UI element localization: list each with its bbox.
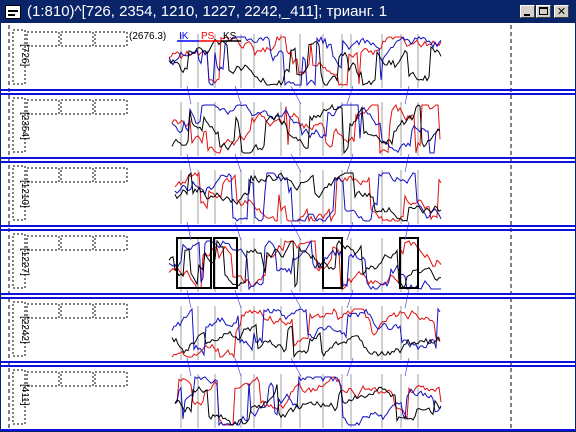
row-label: [2354]: [19, 112, 30, 140]
track-header-box: [94, 371, 128, 387]
row-label-box: [12, 29, 26, 85]
track-header-box: [60, 235, 94, 251]
minimize-button[interactable]: [520, 5, 535, 18]
track-header-box: [60, 371, 94, 387]
series-line: [171, 307, 441, 359]
highlight-box: [399, 237, 419, 289]
series-line: [168, 35, 442, 87]
highlight-box: [322, 237, 343, 289]
series-line: [174, 171, 442, 222]
series-line: [171, 104, 441, 155]
highlight-box: [213, 237, 238, 289]
series-line: [171, 307, 441, 357]
row-label-box: [12, 233, 26, 289]
log-correlation-plot[interactable]: (2676.3) IK PS KS [726] [2354] [1210] [1227…: [1, 23, 575, 431]
row-label: [726]: [19, 44, 30, 66]
title-bar[interactable]: (1:810)^[726, 2354, 1210, 1227, 2242,_41…: [1, 1, 575, 23]
window-title: (1:810)^[726, 2354, 1210, 1227, 2242,_41…: [27, 3, 388, 20]
row-label-box: [12, 301, 26, 357]
series-line: [174, 376, 442, 426]
track-header-box: [26, 31, 60, 47]
row-label: [2242]: [19, 316, 30, 344]
track-header-box: [60, 99, 94, 115]
row-label: [1210]: [19, 180, 30, 208]
row-label-box: [12, 97, 26, 153]
maximize-button[interactable]: [536, 5, 551, 18]
series-line: [171, 104, 441, 154]
track-header-box: [94, 167, 128, 183]
legend-ps: PS: [201, 31, 215, 42]
row-separators: [1, 89, 575, 431]
track-header-box: [26, 235, 60, 251]
highlight-box: [176, 237, 212, 289]
track-header-box: [60, 303, 94, 319]
track-header-box: [26, 303, 60, 319]
close-button[interactable]: ✕: [554, 5, 569, 18]
row-label: [1227]: [19, 248, 30, 276]
series-line: [174, 375, 442, 427]
track-header-box: [26, 371, 60, 387]
track-header-box: [60, 31, 94, 47]
track-header-box: [94, 99, 128, 115]
legend-ik: IK: [179, 31, 189, 42]
app-icon[interactable]: [5, 5, 21, 19]
row-labels: [726] [2354] [1210] [1227] [2242] [411]: [19, 44, 30, 406]
track-header-box: [60, 167, 94, 183]
series-line: [174, 172, 442, 222]
row-label-box: [12, 369, 26, 425]
plot-header: (2676.3) IK PS KS: [129, 31, 241, 42]
row-label: [411]: [19, 384, 30, 406]
track-header-box: [94, 31, 128, 47]
track-header-box: [94, 235, 128, 251]
row-label-box: [12, 165, 26, 221]
track-header-box: [94, 303, 128, 319]
track-header-box: [26, 167, 60, 183]
series-line: [174, 384, 442, 426]
series-line: [171, 103, 441, 155]
series-line: [168, 35, 442, 86]
track-header-box: [26, 99, 60, 115]
series-line: [171, 323, 441, 359]
legend-ks: KS: [223, 31, 237, 42]
header-value: (2676.3): [129, 31, 166, 42]
